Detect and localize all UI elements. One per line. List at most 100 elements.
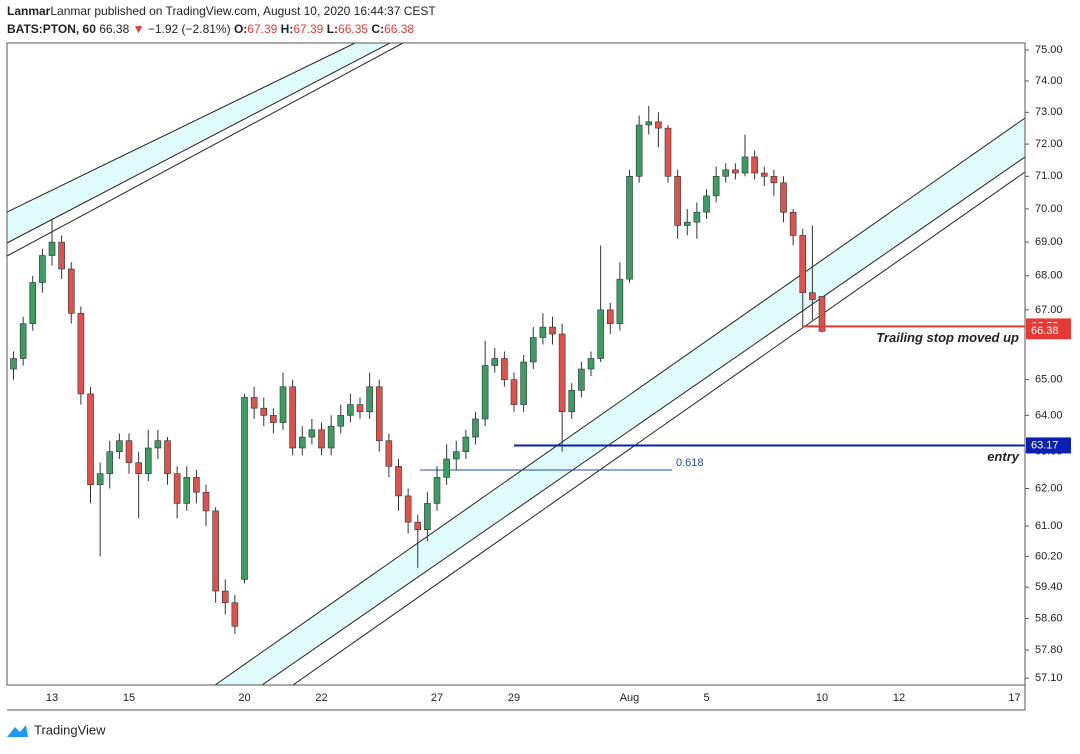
candle-body <box>385 440 393 467</box>
candle-body <box>751 156 758 174</box>
candle-body <box>587 358 595 370</box>
channel-line <box>214 117 1025 685</box>
channel-line <box>292 171 1025 685</box>
x-tick-label: 29 <box>508 692 520 704</box>
candle-body <box>58 241 65 270</box>
candle-body <box>414 521 422 531</box>
x-tick-label: 22 <box>315 692 327 704</box>
level-label: entry <box>987 449 1020 464</box>
channel-line <box>7 43 356 213</box>
x-tick-label: 13 <box>46 692 58 704</box>
y-tick-label: 67.00 <box>1035 304 1063 316</box>
candle-body <box>558 333 566 413</box>
y-tick-label: 74.00 <box>1035 75 1063 87</box>
x-tick-label: 20 <box>238 692 250 704</box>
candle-body <box>39 255 46 283</box>
y-tick-label: 73.00 <box>1035 106 1063 118</box>
c: 66.38 <box>384 22 414 36</box>
candle-body <box>289 386 296 449</box>
symbol: BATS:PTON, 60 <box>7 22 96 36</box>
candle-body <box>481 365 489 420</box>
candle-body <box>87 393 94 486</box>
candle-body <box>375 386 383 442</box>
y-tick-label: 68.00 <box>1035 270 1063 282</box>
arrow: ▼ <box>133 22 145 36</box>
published: Lanmar published on TradingView.com, Aug… <box>50 4 436 18</box>
candle-body <box>270 415 277 423</box>
candle-body <box>19 323 27 359</box>
candle-body <box>67 268 75 314</box>
candle-body <box>472 418 479 438</box>
candle-body <box>433 477 441 504</box>
candle-body <box>308 429 316 438</box>
published-line: LanmarLanmar published on TradingView.co… <box>7 4 436 18</box>
candle-body <box>347 404 354 416</box>
candle-body <box>231 602 239 627</box>
candle-body <box>732 169 739 174</box>
candle-body <box>780 182 787 213</box>
o-label: O: <box>234 22 247 36</box>
candle-body <box>164 440 171 474</box>
candle-body <box>818 296 826 332</box>
candle-body <box>183 477 191 504</box>
candle-body <box>597 309 604 359</box>
candle-body <box>443 458 450 478</box>
candle-body <box>712 175 720 197</box>
candle-body <box>221 590 229 604</box>
x-tick-label: 12 <box>893 692 905 704</box>
candle-body <box>606 309 614 324</box>
candle-body <box>452 451 460 460</box>
candle-body <box>318 429 325 449</box>
candle-body <box>327 425 335 449</box>
candle-body <box>616 278 624 324</box>
candle-body <box>741 156 749 174</box>
candle-body <box>96 473 104 486</box>
candle-body <box>10 358 17 370</box>
l-label: L: <box>327 22 338 36</box>
channel-line <box>7 43 404 257</box>
x-tick-label: 5 <box>703 692 709 704</box>
candle-body <box>645 121 653 126</box>
candle-body <box>578 368 585 391</box>
level-label: Trailing stop moved up <box>876 330 1019 345</box>
y-tick-label: 71.00 <box>1035 170 1063 182</box>
candle-body <box>789 211 797 236</box>
candle-body <box>202 491 210 512</box>
candle-body <box>106 451 114 474</box>
l: 66.35 <box>338 22 368 36</box>
o: 67.39 <box>247 22 277 36</box>
candle-body <box>510 379 518 405</box>
candle-body <box>568 390 576 413</box>
x-tick-label: 17 <box>1008 692 1020 704</box>
candle-body <box>395 466 402 497</box>
candle-body <box>539 326 547 338</box>
channel-line <box>261 156 1025 685</box>
plot: 75.00 74.00 73.00 72.00 71.00 70.00 69.00 68.00… <box>10 44 1063 704</box>
candle-body <box>366 386 373 413</box>
candle-body <box>173 473 181 504</box>
candle-body <box>116 440 123 452</box>
candle-body <box>491 358 499 366</box>
candle-body <box>626 175 633 280</box>
x-tick-label: Aug <box>620 692 640 704</box>
level-box <box>1026 437 1071 454</box>
fib-label: 0.618 <box>676 457 704 469</box>
candle-body <box>520 361 527 405</box>
candle-body <box>404 495 412 523</box>
x-tick-label: 27 <box>431 692 443 704</box>
candle-body <box>722 169 730 177</box>
y-tick-label: 62.00 <box>1035 482 1063 494</box>
brand-logo <box>7 725 28 737</box>
candle-body <box>260 407 268 416</box>
candle-body <box>683 221 691 226</box>
level-value: 63.17 <box>1031 439 1059 451</box>
candle-body <box>154 440 162 449</box>
candle-body <box>241 397 248 580</box>
candle-body <box>462 436 470 452</box>
y-tick-label: 57.10 <box>1035 672 1063 684</box>
candle-body <box>799 235 807 294</box>
candle-body <box>674 175 681 226</box>
candle-body <box>664 127 672 177</box>
y-tick-label: 70.00 <box>1035 203 1063 215</box>
